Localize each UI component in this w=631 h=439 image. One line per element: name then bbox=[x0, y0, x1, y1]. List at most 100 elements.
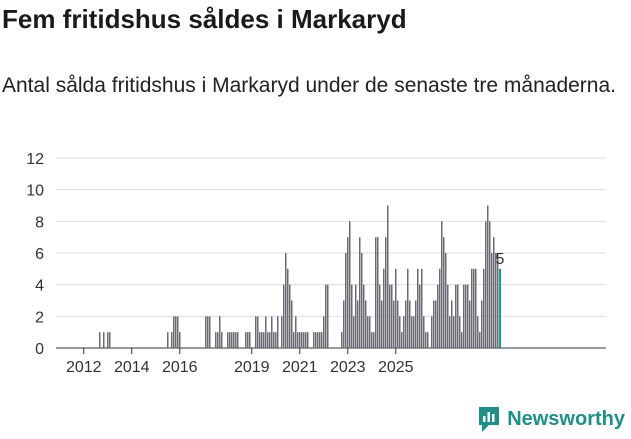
bar bbox=[457, 284, 459, 348]
bar bbox=[341, 332, 343, 348]
bar bbox=[323, 316, 325, 348]
bar bbox=[427, 332, 429, 348]
bar bbox=[413, 316, 415, 348]
bar-chart: 0 2 4 6 8 10 12 5 2012 2014 2016 2019 2021 2023 2025 bbox=[26, 151, 606, 376]
bar bbox=[375, 237, 377, 348]
bar bbox=[303, 332, 305, 348]
bar bbox=[477, 316, 479, 348]
bar bbox=[351, 284, 353, 348]
bar bbox=[177, 316, 179, 348]
bar bbox=[411, 316, 413, 348]
bar bbox=[433, 300, 435, 348]
x-tick-label: 2023 bbox=[330, 359, 366, 376]
bar bbox=[343, 300, 345, 348]
bar bbox=[455, 284, 457, 348]
bar bbox=[361, 253, 363, 348]
bar bbox=[359, 237, 361, 348]
bar bbox=[179, 332, 181, 348]
bar bbox=[389, 284, 391, 348]
x-tick-label: 2012 bbox=[66, 359, 102, 376]
bar bbox=[485, 221, 487, 348]
bar bbox=[259, 332, 261, 348]
bar bbox=[277, 316, 279, 348]
bar bbox=[479, 332, 481, 348]
bar bbox=[447, 284, 449, 348]
bar bbox=[441, 221, 443, 348]
bar bbox=[445, 253, 447, 348]
bar bbox=[383, 268, 385, 348]
bar bbox=[431, 316, 433, 348]
bar bbox=[443, 237, 445, 348]
bar bbox=[475, 268, 477, 348]
bar bbox=[377, 237, 379, 348]
y-tick-label: 8 bbox=[35, 214, 44, 231]
chart-subtitle: Antal sålda fritidshus i Markaryd under … bbox=[2, 74, 616, 97]
bar bbox=[471, 268, 473, 348]
bar bbox=[387, 205, 389, 348]
bar bbox=[245, 332, 247, 348]
bar bbox=[269, 332, 271, 348]
bar bbox=[439, 268, 441, 348]
bar bbox=[317, 332, 319, 348]
bar bbox=[205, 316, 207, 348]
last-value-label: 5 bbox=[496, 251, 505, 268]
bar bbox=[363, 284, 365, 348]
bar bbox=[365, 300, 367, 348]
bar bbox=[489, 221, 491, 348]
bar bbox=[473, 268, 475, 348]
bar bbox=[275, 332, 277, 348]
bar bbox=[495, 253, 497, 348]
bar bbox=[423, 316, 425, 348]
y-tick-label: 2 bbox=[35, 309, 44, 326]
bar bbox=[393, 300, 395, 348]
bar bbox=[493, 237, 495, 348]
bar bbox=[499, 268, 502, 348]
bar bbox=[285, 253, 287, 348]
bar bbox=[231, 332, 233, 348]
brand-logo[interactable]: Newsworthy bbox=[477, 405, 625, 433]
bar bbox=[257, 316, 259, 348]
bar bbox=[435, 300, 437, 348]
bar bbox=[321, 332, 323, 348]
bar bbox=[327, 284, 329, 348]
bar bbox=[469, 300, 471, 348]
bar bbox=[265, 316, 267, 348]
bar bbox=[425, 332, 427, 348]
bar bbox=[235, 332, 237, 348]
bar bbox=[273, 332, 275, 348]
bar bbox=[319, 332, 321, 348]
bar bbox=[291, 300, 293, 348]
bar bbox=[107, 332, 109, 348]
bar bbox=[417, 268, 419, 348]
bar bbox=[281, 316, 283, 348]
bar bbox=[437, 284, 439, 348]
bar bbox=[99, 332, 101, 348]
bar bbox=[401, 332, 403, 348]
y-tick-label: 0 bbox=[35, 341, 44, 358]
bar bbox=[233, 332, 235, 348]
chart-title: Fem fritidshus såldes i Markaryd bbox=[2, 4, 407, 34]
x-tick-label: 2016 bbox=[162, 359, 198, 376]
brand-name: Newsworthy bbox=[507, 407, 625, 430]
x-tick-label: 2021 bbox=[282, 359, 318, 376]
bar bbox=[369, 316, 371, 348]
y-tick-label: 4 bbox=[35, 278, 44, 295]
bar bbox=[497, 253, 499, 348]
bar bbox=[103, 332, 105, 348]
bar bbox=[453, 316, 455, 348]
bar bbox=[481, 300, 483, 348]
bar bbox=[461, 332, 463, 348]
bar bbox=[305, 332, 307, 348]
bar bbox=[175, 316, 177, 348]
y-tick-label: 10 bbox=[26, 183, 44, 200]
bar bbox=[261, 332, 263, 348]
bar bbox=[391, 284, 393, 348]
bar bbox=[325, 284, 327, 348]
y-tick-label: 12 bbox=[26, 151, 44, 168]
bar bbox=[367, 316, 369, 348]
bar bbox=[385, 237, 387, 348]
bar bbox=[483, 268, 485, 348]
bar bbox=[173, 316, 175, 348]
bar bbox=[255, 316, 257, 348]
bar bbox=[409, 300, 411, 348]
